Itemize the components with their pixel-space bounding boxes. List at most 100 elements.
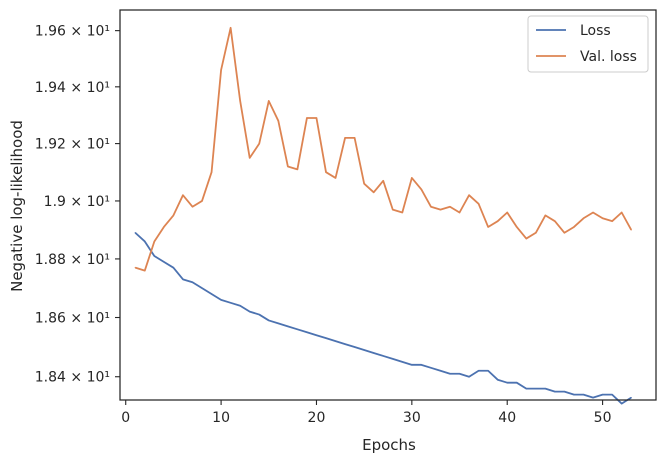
- series-layer: [134, 26, 632, 405]
- data-point-loss: [296, 328, 298, 330]
- data-point-val-loss: [249, 157, 251, 159]
- data-point-loss: [516, 382, 518, 384]
- data-point-val-loss: [258, 142, 260, 145]
- data-point-val-loss: [420, 188, 422, 191]
- data-point-val-loss: [497, 220, 499, 222]
- data-point-val-loss: [163, 226, 165, 228]
- data-point-val-loss: [144, 269, 146, 272]
- data-point-loss: [239, 305, 241, 307]
- data-point-loss: [458, 373, 461, 375]
- data-point-loss: [134, 232, 136, 234]
- data-point-loss: [582, 394, 585, 396]
- data-point-val-loss: [172, 214, 175, 216]
- data-point-val-loss: [458, 211, 461, 214]
- data-point-loss: [468, 376, 470, 378]
- y-axis-label: Negative log-likelihood: [8, 120, 26, 292]
- data-point-loss: [478, 370, 480, 372]
- y-tick-label: 1.9 × 10¹: [44, 194, 110, 210]
- data-point-val-loss: [525, 237, 527, 240]
- data-point-loss: [334, 340, 337, 342]
- y-tick-label: 1.86 × 10¹: [35, 311, 110, 327]
- data-point-loss: [535, 388, 537, 390]
- data-point-loss: [325, 337, 327, 339]
- data-point-loss: [306, 331, 308, 333]
- x-tick-label: 20: [308, 410, 326, 426]
- data-point-loss: [182, 278, 184, 280]
- data-point-loss: [439, 370, 442, 372]
- data-point-val-loss: [621, 211, 623, 214]
- data-point-loss: [544, 388, 546, 390]
- data-point-loss: [230, 302, 232, 304]
- data-point-loss: [258, 313, 260, 316]
- x-axis: 0 10 20 30 40 50: [121, 400, 612, 426]
- legend-label-loss: Loss: [580, 23, 611, 39]
- data-point-val-loss: [306, 117, 308, 119]
- data-point-loss: [382, 355, 384, 357]
- data-point-val-loss: [134, 267, 136, 269]
- data-point-val-loss: [516, 226, 518, 228]
- data-point-val-loss: [230, 27, 232, 29]
- data-point-loss: [392, 358, 394, 360]
- data-point-loss: [592, 397, 594, 399]
- data-point-loss: [163, 261, 165, 263]
- data-point-val-loss: [592, 211, 594, 214]
- data-point-val-loss: [478, 203, 480, 205]
- data-point-val-loss: [430, 206, 432, 208]
- data-point-loss: [449, 373, 451, 375]
- data-point-val-loss: [573, 226, 575, 228]
- x-tick-label: 50: [594, 410, 612, 426]
- data-point-loss: [601, 394, 604, 396]
- data-point-loss: [153, 255, 155, 257]
- data-point-loss: [210, 293, 213, 295]
- data-point-loss: [525, 388, 527, 390]
- data-point-val-loss: [373, 191, 375, 193]
- data-point-val-loss: [354, 137, 356, 139]
- data-point-val-loss: [611, 220, 613, 222]
- data-point-loss: [630, 397, 632, 399]
- data-point-loss: [315, 334, 318, 336]
- data-point-val-loss: [344, 137, 346, 139]
- data-point-loss: [144, 240, 146, 243]
- data-point-val-loss: [287, 165, 289, 168]
- data-point-loss: [220, 299, 222, 301]
- data-point-loss: [172, 267, 175, 269]
- data-point-val-loss: [239, 100, 241, 102]
- data-point-val-loss: [411, 177, 413, 179]
- legend: Loss Val. loss: [527, 15, 649, 73]
- data-point-val-loss: [296, 168, 298, 170]
- data-point-val-loss: [582, 217, 585, 219]
- y-tick-label: 1.88 × 10¹: [35, 252, 110, 268]
- data-point-loss: [487, 370, 489, 372]
- data-point-loss: [363, 349, 365, 351]
- data-point-val-loss: [363, 183, 365, 185]
- data-point-val-loss: [487, 226, 489, 228]
- data-point-loss: [354, 346, 356, 348]
- data-point-val-loss: [563, 232, 566, 234]
- data-point-loss: [611, 394, 613, 396]
- data-point-val-loss: [544, 214, 546, 216]
- x-tick-label: 0: [121, 410, 130, 426]
- data-point-val-loss: [439, 209, 442, 211]
- data-point-val-loss: [506, 211, 508, 214]
- x-tick-label: 40: [498, 410, 516, 426]
- data-point-val-loss: [334, 177, 337, 179]
- data-point-loss: [268, 319, 270, 322]
- data-point-loss: [420, 364, 422, 366]
- data-point-val-loss: [220, 69, 222, 71]
- y-axis: 1.84 × 10¹ 1.86 × 10¹ 1.88 × 10¹ 1.9 × 10¹ 1…: [35, 24, 120, 386]
- data-point-loss: [430, 367, 432, 369]
- data-point-val-loss: [401, 211, 403, 214]
- data-point-loss: [563, 391, 566, 393]
- data-point-loss: [411, 364, 413, 366]
- x-tick-label: 10: [212, 410, 230, 426]
- data-point-loss: [401, 361, 403, 363]
- data-point-loss: [287, 325, 289, 327]
- data-point-loss: [249, 311, 251, 313]
- data-point-val-loss: [325, 171, 327, 173]
- legend-label-val-loss: Val. loss: [580, 49, 637, 65]
- data-point-loss: [621, 402, 623, 405]
- y-tick-label: 1.96 × 10¹: [35, 24, 110, 40]
- data-point-val-loss: [382, 180, 384, 182]
